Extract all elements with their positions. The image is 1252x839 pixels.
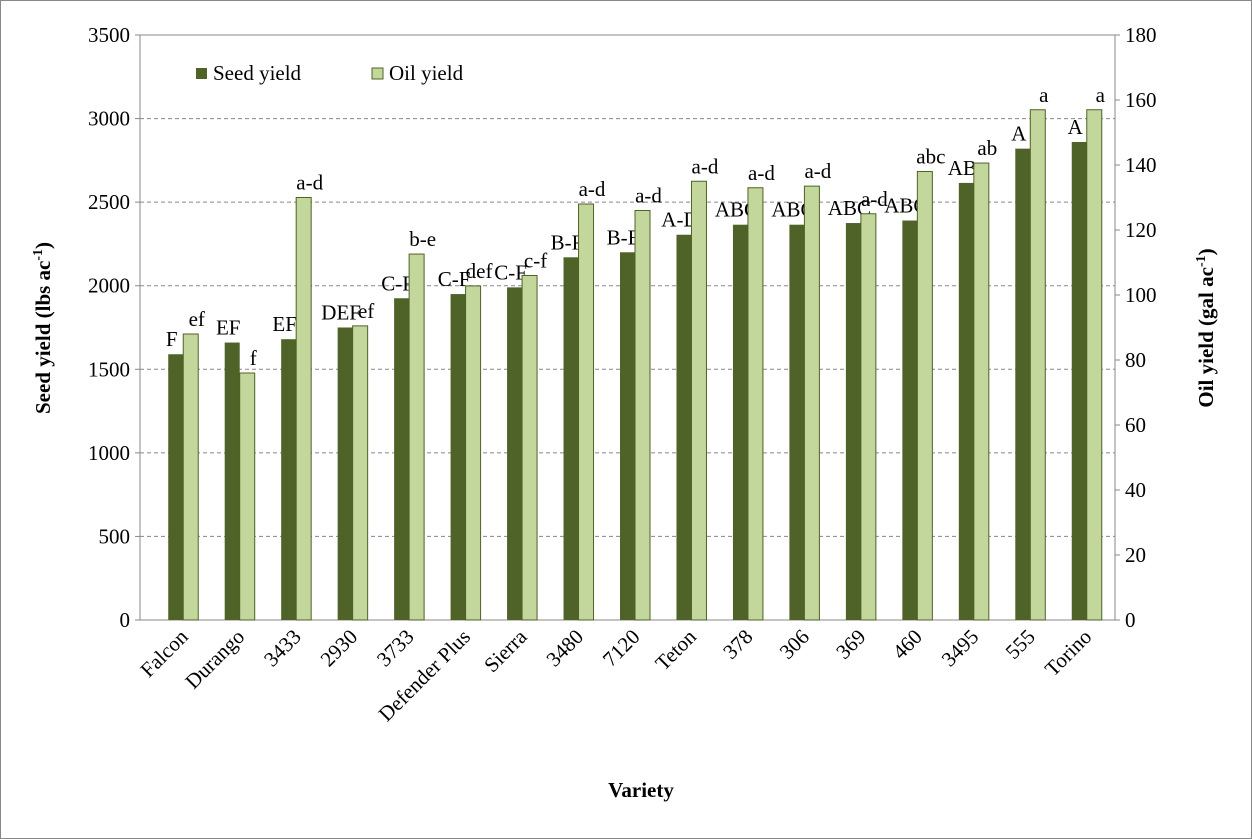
y2-tick-label: 40 (1125, 478, 1146, 502)
data-label: AB (948, 156, 977, 180)
bar (168, 354, 184, 620)
y-tick-label: 1000 (88, 441, 130, 465)
y2-axis-title: Oil yield (gal ac-1) (1194, 248, 1218, 407)
data-label: A (1011, 122, 1027, 146)
y2-axis-title-sup: -1 (1194, 255, 1209, 267)
data-label: a-d (861, 187, 888, 211)
y-axis-title-text: Seed yield (lbs ac (31, 261, 55, 414)
y2-tick-label: 20 (1125, 543, 1146, 567)
bar (845, 223, 861, 621)
bar (507, 287, 523, 620)
bar (1015, 148, 1031, 620)
data-label: C-F (438, 267, 471, 291)
data-label: EF (216, 316, 241, 340)
bar (732, 224, 748, 620)
bar (394, 298, 410, 620)
data-label: ef (189, 307, 205, 331)
y2-tick-label: 80 (1125, 348, 1146, 372)
data-label: a-d (635, 184, 662, 208)
data-label: f (250, 346, 257, 370)
data-label: ab (977, 136, 997, 160)
data-label: a (1096, 83, 1106, 107)
bar (916, 171, 933, 621)
bar (1071, 141, 1087, 620)
bar (295, 197, 312, 621)
bar (747, 187, 764, 621)
legend-swatch (196, 68, 207, 79)
y-tick-label: 2500 (88, 190, 130, 214)
bar (239, 372, 256, 621)
data-label: a (1039, 83, 1049, 107)
y2-axis-title-text: Oil yield (gal ac (1194, 267, 1218, 408)
bar (352, 325, 369, 621)
y-tick-label: 2000 (88, 274, 130, 298)
bar (690, 180, 707, 621)
y-axis-title-end: ) (31, 242, 55, 249)
y2-tick-label: 60 (1125, 413, 1146, 437)
legend-label: Seed yield (213, 61, 302, 85)
data-label: a-d (748, 161, 775, 185)
data-label: DEF (321, 301, 361, 325)
data-label: b-e (409, 227, 436, 251)
data-label: C-F (494, 260, 527, 284)
data-label: B-F (551, 230, 584, 254)
y-tick-label: 3500 (88, 23, 130, 47)
legend-label: Oil yield (389, 61, 464, 85)
legend-swatch (371, 67, 384, 80)
y2-tick-label: 0 (1125, 608, 1136, 632)
bar (281, 339, 297, 620)
bar (620, 252, 635, 621)
data-label: F (166, 327, 178, 351)
bar (860, 213, 877, 621)
bar (789, 224, 805, 620)
y-tick-label: 3000 (88, 107, 130, 131)
data-label: A (1068, 115, 1084, 139)
y2-tick-label: 100 (1125, 283, 1157, 307)
data-label: def (466, 259, 493, 283)
data-label: a-d (579, 177, 606, 201)
bar (803, 185, 820, 621)
y2-tick-label: 120 (1125, 218, 1157, 242)
y2-tick-label: 140 (1125, 153, 1157, 177)
bar (521, 275, 538, 621)
bar (224, 342, 240, 620)
data-label: c-f (524, 249, 547, 273)
data-label: abc (916, 145, 945, 169)
bar (450, 294, 466, 620)
y-axis-title: Seed yield (lbs ac-1) (31, 242, 55, 414)
data-label: a-d (692, 154, 719, 178)
bar (182, 333, 199, 621)
bar (1086, 109, 1103, 621)
bar (578, 203, 595, 621)
bar (408, 253, 425, 621)
y2-tick-label: 180 (1125, 23, 1157, 47)
x-axis-title: Variety (608, 778, 674, 802)
y-tick-label: 0 (120, 608, 131, 632)
data-label: a-d (804, 159, 831, 183)
bar (634, 210, 651, 621)
bar (563, 257, 579, 620)
y2-axis-title-end: ) (1194, 248, 1218, 255)
data-label: a-d (296, 171, 323, 195)
bar (337, 327, 353, 620)
y-tick-label: 1500 (88, 357, 130, 381)
bar (902, 220, 918, 620)
data-label: ef (358, 299, 374, 323)
bar (973, 162, 990, 621)
bar (1029, 109, 1046, 621)
bar (465, 285, 482, 621)
data-label: C-F (381, 271, 414, 295)
y2-tick-label: 160 (1125, 88, 1157, 112)
y-tick-label: 500 (99, 524, 131, 548)
bar (958, 182, 974, 620)
y-axis-title-sup: -1 (31, 249, 46, 261)
data-label: EF (272, 312, 297, 336)
bar (676, 234, 692, 620)
